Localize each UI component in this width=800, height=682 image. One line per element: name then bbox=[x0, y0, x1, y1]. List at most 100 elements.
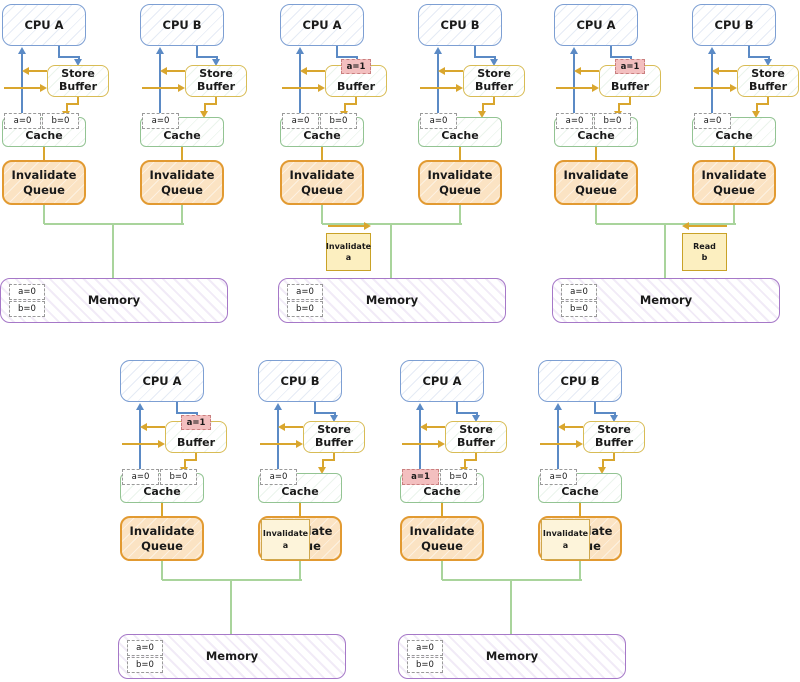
cpu-column-a: CPU A a=1 Buffer a=0 b=0 Cache Invalidate Queue bbox=[278, 0, 393, 226]
cpu-to-buffer-line bbox=[176, 412, 198, 414]
cache-box: a=0 b=0 Cache bbox=[120, 469, 204, 503]
buffer-in-arrowhead-icon bbox=[730, 84, 737, 92]
cache-cell-row: a=0 b=0 bbox=[282, 113, 357, 129]
buffer-in-line bbox=[556, 87, 592, 89]
read-arrowhead-icon bbox=[554, 403, 562, 410]
cache-to-cpu-line bbox=[139, 409, 141, 473]
buffer-to-cache-line bbox=[66, 103, 79, 105]
invalidate-queue-box: Invalidate Queue bbox=[692, 160, 776, 205]
memory-box: a=0 b=0 Memory bbox=[118, 634, 346, 679]
cpu-to-buffer-line bbox=[474, 46, 476, 57]
store-buffer-box: Store Buffer bbox=[737, 65, 799, 97]
memory-cell: a=0 bbox=[561, 284, 597, 300]
cache-cell: b=0 bbox=[320, 113, 357, 129]
buffer-in-arrowhead-icon bbox=[592, 84, 599, 92]
memory-label: Memory bbox=[205, 649, 259, 663]
cpu-to-buffer-line bbox=[356, 56, 358, 60]
bus-to-memory-line bbox=[112, 224, 114, 278]
buffer-out-line bbox=[28, 70, 47, 72]
store-buffer-label: Store Buffer bbox=[456, 423, 495, 450]
memory-cell: a=0 bbox=[287, 284, 323, 300]
buffer-to-cache-line bbox=[77, 97, 79, 104]
buffer-to-cache-line bbox=[613, 453, 615, 460]
cache-cell-row: a=0 bbox=[694, 113, 731, 129]
cache-cell: a=0 bbox=[540, 469, 577, 485]
buffer-in-line bbox=[540, 443, 576, 445]
cache-label: Cache bbox=[561, 485, 599, 498]
store-buffer-box: Store Buffer bbox=[445, 421, 507, 453]
cache-cell: b=0 bbox=[160, 469, 197, 485]
bus-message-arrow-line bbox=[689, 225, 727, 227]
bus-message-arrowhead-icon bbox=[682, 222, 689, 230]
memory-label: Memory bbox=[365, 293, 419, 307]
bus-line bbox=[442, 579, 582, 581]
cpu-box: CPU A bbox=[120, 360, 204, 402]
buffer-in-line bbox=[142, 87, 178, 89]
cpu-to-buffer-arrowhead-icon bbox=[490, 59, 498, 66]
cpu-to-buffer-line bbox=[456, 402, 458, 413]
store-buffer-label: Store Buffer bbox=[58, 67, 97, 94]
cpu-column-b: CPU B Store Buffer a=0 Cache Invalidate Queue bbox=[690, 0, 800, 226]
bus-to-memory-line bbox=[230, 580, 232, 634]
cpu-to-buffer-line bbox=[196, 412, 198, 416]
memory-label: Memory bbox=[485, 649, 539, 663]
cache-label: Cache bbox=[163, 129, 201, 142]
buffer-in-line bbox=[122, 443, 158, 445]
cpu-to-buffer-line bbox=[610, 46, 612, 57]
cpu-to-buffer-line bbox=[768, 56, 770, 60]
cpu-to-buffer-arrowhead-icon bbox=[330, 415, 338, 422]
buffer-to-cache-line bbox=[464, 459, 466, 467]
invalidate-queue-box: Invalidate Queue bbox=[140, 160, 224, 205]
cpu-to-buffer-line bbox=[474, 56, 496, 58]
buffer-out-line bbox=[146, 426, 165, 428]
cache-to-cpu-line bbox=[159, 53, 161, 117]
bus-line bbox=[322, 223, 462, 225]
store-buffer-label: Store Buffer bbox=[474, 67, 513, 94]
buffer-to-cache-arrowhead-icon bbox=[598, 467, 606, 474]
queue-to-bus-line bbox=[321, 205, 323, 224]
cpu-to-buffer-line bbox=[748, 56, 770, 58]
bus-line bbox=[162, 579, 302, 581]
queue-to-bus-line bbox=[161, 561, 163, 580]
buffer-out-line bbox=[564, 426, 583, 428]
store-buffer-box: Store Buffer bbox=[185, 65, 247, 97]
buffer-to-cache-line bbox=[344, 103, 346, 111]
read-arrowhead-icon bbox=[708, 47, 716, 54]
cache-label: Cache bbox=[715, 129, 753, 142]
cpu-to-buffer-arrowhead-icon bbox=[74, 59, 82, 66]
invalidate-queue-box: Invalidate Queue bbox=[554, 160, 638, 205]
buffer-in-line bbox=[4, 87, 40, 89]
cpu-to-buffer-line bbox=[748, 46, 750, 57]
store-buffer-label: Buffer bbox=[610, 80, 649, 94]
buffer-to-cache-line bbox=[618, 103, 620, 111]
cpu-to-buffer-line bbox=[196, 56, 218, 58]
queue-message-box: Invalidate a bbox=[261, 519, 310, 560]
store-buffer-label: Buffer bbox=[336, 80, 375, 94]
invalidate-queue-box: Invalidate Queue bbox=[2, 160, 86, 205]
buffer-in-line bbox=[282, 87, 318, 89]
buffer-in-line bbox=[402, 443, 438, 445]
cache-label: Cache bbox=[441, 129, 479, 142]
buffer-to-cache-line bbox=[602, 459, 615, 461]
buffer-out-line bbox=[426, 426, 445, 428]
queue-to-bus-line bbox=[595, 205, 597, 224]
store-buffer-box: a=1 Buffer bbox=[599, 59, 661, 97]
cpu-to-buffer-line bbox=[456, 412, 478, 414]
cache-cell-row: a=0 b=0 bbox=[122, 469, 197, 485]
buffer-in-line bbox=[260, 443, 296, 445]
cache-cell: b=0 bbox=[42, 113, 79, 129]
bus-line bbox=[596, 223, 736, 225]
cache-to-cpu-line bbox=[299, 53, 301, 117]
cpu-to-buffer-line bbox=[314, 402, 316, 413]
cache-box: a=0 b=0 Cache bbox=[554, 113, 638, 147]
cache-box: a=0 Cache bbox=[140, 113, 224, 147]
invalidate-queue-box: Invalidate Queue bbox=[418, 160, 502, 205]
buffer-in-line bbox=[420, 87, 456, 89]
